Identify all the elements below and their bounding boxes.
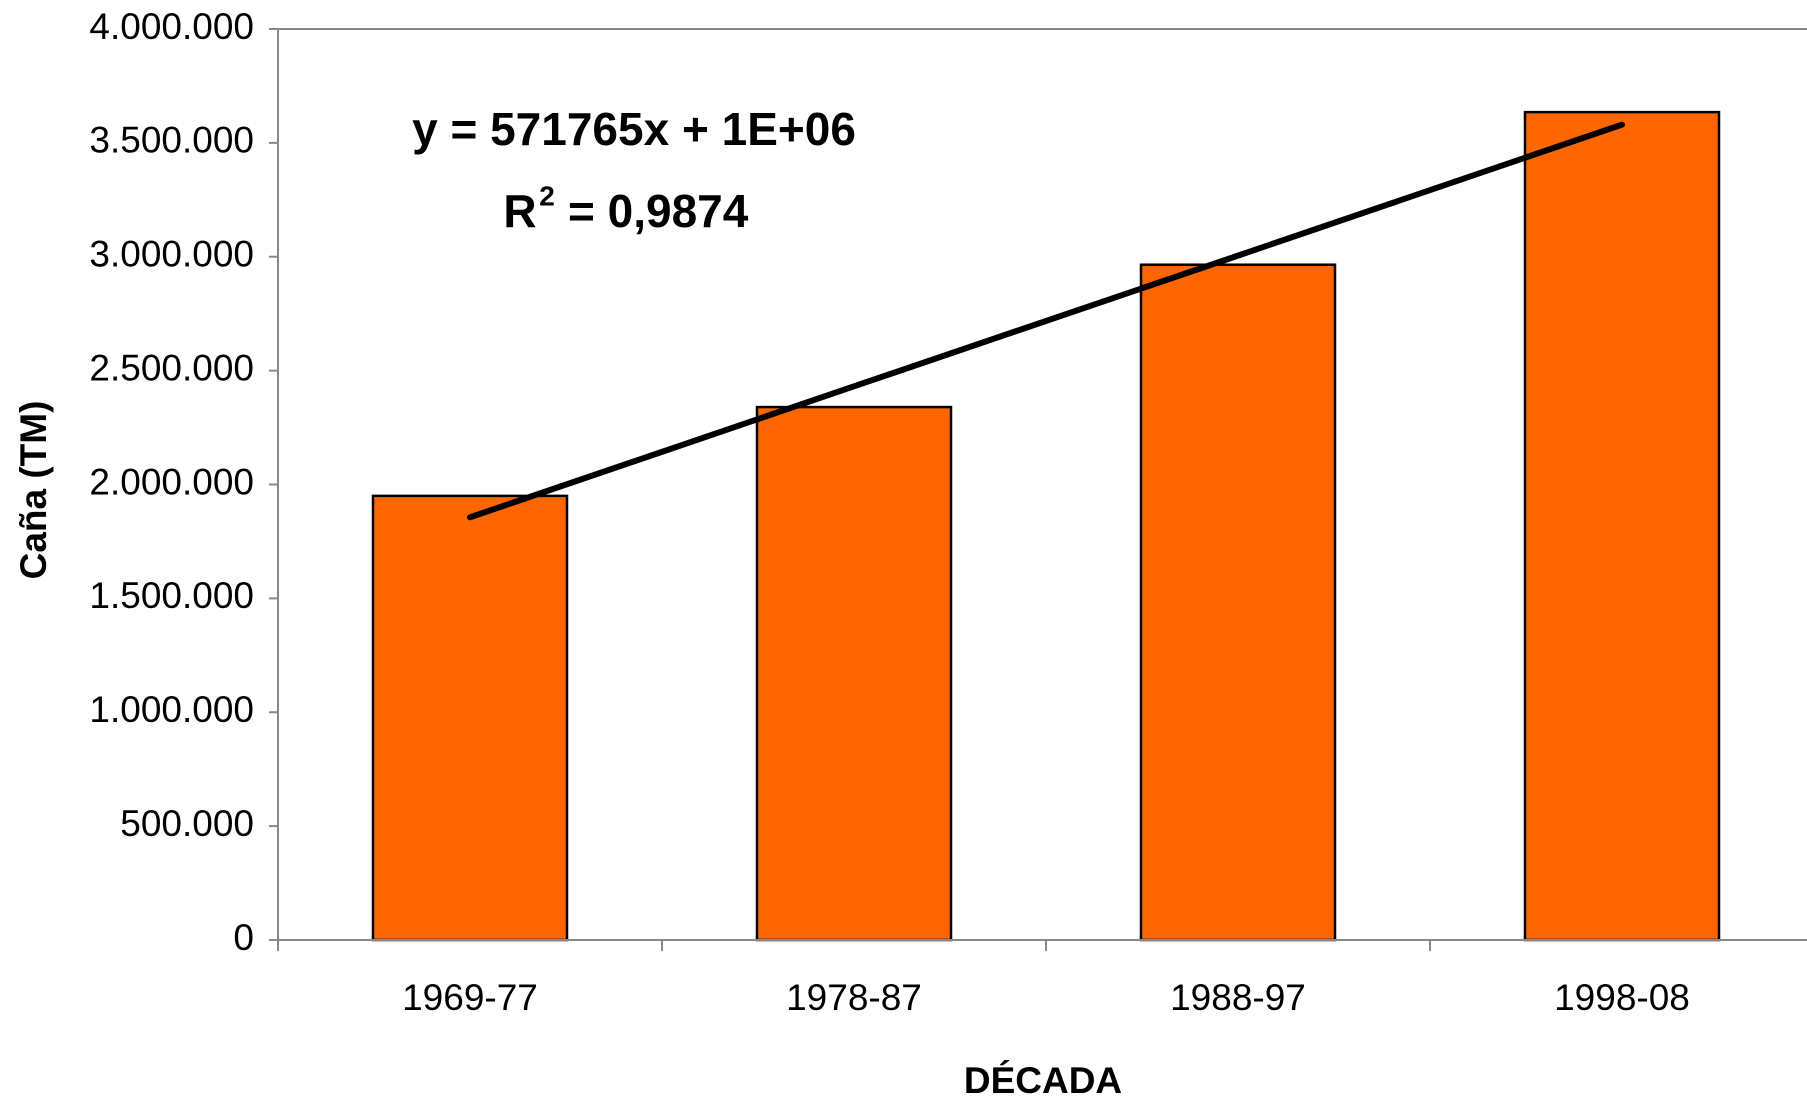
y-tick-label: 1.500.000 — [89, 575, 254, 616]
trend-equation: y = 571765x + 1E+06 — [412, 103, 856, 155]
y-tick-label: 3.000.000 — [89, 234, 254, 275]
r2-exponent: 2 — [539, 180, 555, 211]
x-tick-label: 1988-97 — [1170, 977, 1306, 1018]
y-tick-label: 0 — [233, 917, 254, 958]
bar — [1523, 110, 1721, 942]
y-axis-title: Caña (TM) — [13, 401, 54, 580]
bar — [371, 494, 569, 942]
r2-value: = 0,9874 — [568, 185, 749, 237]
x-tick-label: 1998-08 — [1554, 977, 1690, 1018]
trendline — [467, 121, 1625, 521]
bar — [1139, 263, 1337, 942]
y-tick-label: 1.000.000 — [89, 689, 254, 730]
y-tick-label: 2.500.000 — [89, 347, 254, 388]
x-tick-label: 1969-77 — [402, 977, 538, 1018]
bar — [755, 405, 953, 942]
y-tick-label: 500.000 — [120, 803, 254, 844]
y-tick-label: 4.000.000 — [89, 6, 254, 47]
x-tick-label: 1978-87 — [786, 977, 922, 1018]
y-tick-label: 3.500.000 — [89, 120, 254, 161]
x-axis-title: DÉCADA — [964, 1060, 1122, 1101]
r2-symbol: R — [503, 185, 536, 237]
y-tick-label: 2.000.000 — [89, 461, 254, 502]
